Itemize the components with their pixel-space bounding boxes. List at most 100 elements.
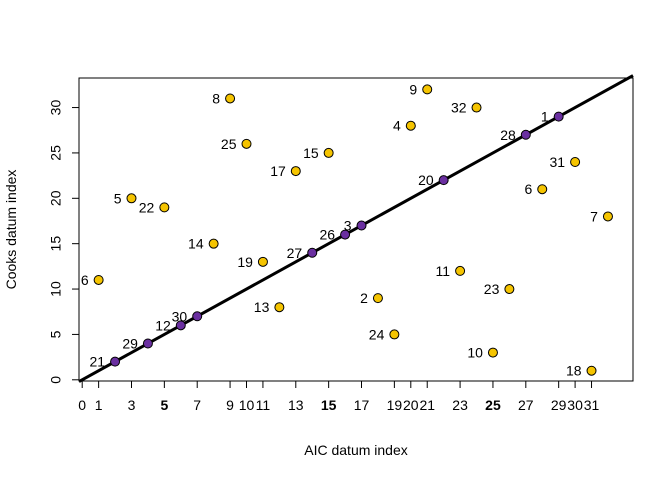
x-tick-label: 15: [321, 397, 337, 413]
x-tick-label: 17: [354, 397, 370, 413]
point-label: 8: [212, 90, 220, 106]
point-label: 17: [270, 163, 286, 179]
data-point: [110, 356, 121, 367]
data-point: [553, 111, 564, 122]
point-label: 32: [451, 100, 467, 116]
data-point: [93, 274, 104, 285]
point-label: 5: [114, 190, 122, 206]
point-label: 18: [566, 363, 582, 379]
data-point: [274, 302, 285, 313]
x-tick-label: 25: [485, 397, 501, 413]
data-point: [455, 265, 466, 276]
data-point: [586, 365, 597, 376]
point-label: 22: [139, 199, 155, 215]
data-point: [192, 311, 203, 322]
point-label: 19: [237, 254, 253, 270]
point-labels-layer: 6215292212301482519131727152632244920113…: [81, 81, 598, 378]
point-label: 6: [524, 181, 532, 197]
y-tick-label: 10: [48, 281, 64, 297]
x-tick-label: 30: [567, 397, 583, 413]
data-point: [602, 211, 613, 222]
data-point: [438, 175, 449, 186]
points-layer: [93, 84, 613, 376]
data-point: [290, 166, 301, 177]
point-label: 31: [550, 154, 566, 170]
point-label: 7: [590, 208, 598, 224]
data-point: [257, 256, 268, 267]
point-label: 21: [89, 354, 105, 370]
data-point: [389, 329, 400, 340]
x-tick-label: 9: [226, 397, 234, 413]
data-point: [142, 338, 153, 349]
y-tick-label: 20: [48, 190, 64, 206]
data-point: [504, 284, 515, 295]
data-point: [422, 84, 433, 95]
y-axis-title: Cooks datum index: [3, 170, 19, 290]
data-point: [570, 157, 581, 167]
point-label: 23: [484, 281, 500, 297]
data-point: [175, 320, 186, 331]
data-point: [208, 238, 219, 249]
y-tick-label: 5: [48, 330, 64, 338]
reference-line-layer: [78, 74, 634, 383]
point-label: 20: [418, 172, 434, 188]
x-tick-label: 19: [387, 397, 403, 413]
y-tick-label: 30: [48, 100, 64, 116]
x-tick-label: 21: [419, 397, 435, 413]
y-axis: 0 5 10 15 20 25 30: [48, 100, 80, 384]
data-point: [241, 138, 252, 149]
point-label: 27: [287, 245, 303, 261]
point-label: 24: [369, 326, 385, 342]
x-tick-label: 1: [95, 397, 103, 413]
x-axis-title: AIC datum index: [304, 442, 408, 458]
point-label: 4: [393, 118, 401, 134]
data-point: [340, 229, 351, 240]
x-tick-label: 13: [288, 397, 304, 413]
data-point: [323, 147, 334, 158]
x-tick-label: 23: [452, 397, 468, 413]
data-point: [487, 347, 498, 358]
y-tick-label: 15: [48, 236, 64, 252]
x-axis: 0 1 3 5 7 9 10 11 13 15 17 19 20 21 23 25 27 29 30 31: [78, 380, 600, 413]
point-label: 12: [155, 317, 171, 333]
x-tick-label: 3: [128, 397, 136, 413]
data-point: [225, 93, 236, 104]
point-label: 10: [467, 345, 483, 361]
x-tick-label: 0: [78, 397, 86, 413]
data-point: [159, 202, 170, 213]
data-point: [307, 247, 318, 258]
point-label: 25: [221, 136, 237, 152]
data-point: [372, 293, 383, 304]
point-label: 11: [436, 263, 451, 279]
x-tick-label: 27: [518, 397, 534, 413]
reference-line: [78, 74, 634, 383]
point-label: 29: [122, 336, 138, 352]
data-point: [356, 220, 367, 231]
x-tick-label: 29: [551, 397, 567, 413]
data-point: [471, 102, 482, 113]
point-label: 28: [500, 127, 516, 143]
data-point: [126, 193, 137, 204]
point-label: 9: [409, 81, 417, 97]
x-tick-label: 11: [256, 397, 271, 413]
x-tick-label: 10: [239, 397, 255, 413]
point-label: 1: [541, 109, 549, 125]
data-point: [405, 120, 416, 131]
data-point: [520, 129, 531, 140]
point-label: 13: [254, 299, 270, 315]
x-tick-label: 7: [193, 397, 201, 413]
x-tick-label: 20: [403, 397, 419, 413]
point-label: 3: [344, 218, 352, 234]
point-label: 6: [81, 272, 89, 288]
point-label: 26: [320, 227, 336, 243]
data-point: [537, 184, 548, 195]
point-label: 2: [360, 290, 368, 306]
point-label: 30: [172, 308, 188, 324]
point-label: 15: [303, 145, 319, 161]
y-tick-label: 0: [48, 376, 64, 384]
y-tick-label: 25: [48, 145, 64, 161]
point-label: 14: [188, 236, 204, 252]
x-tick-label: 31: [584, 397, 600, 413]
x-tick-label: 5: [160, 397, 168, 413]
